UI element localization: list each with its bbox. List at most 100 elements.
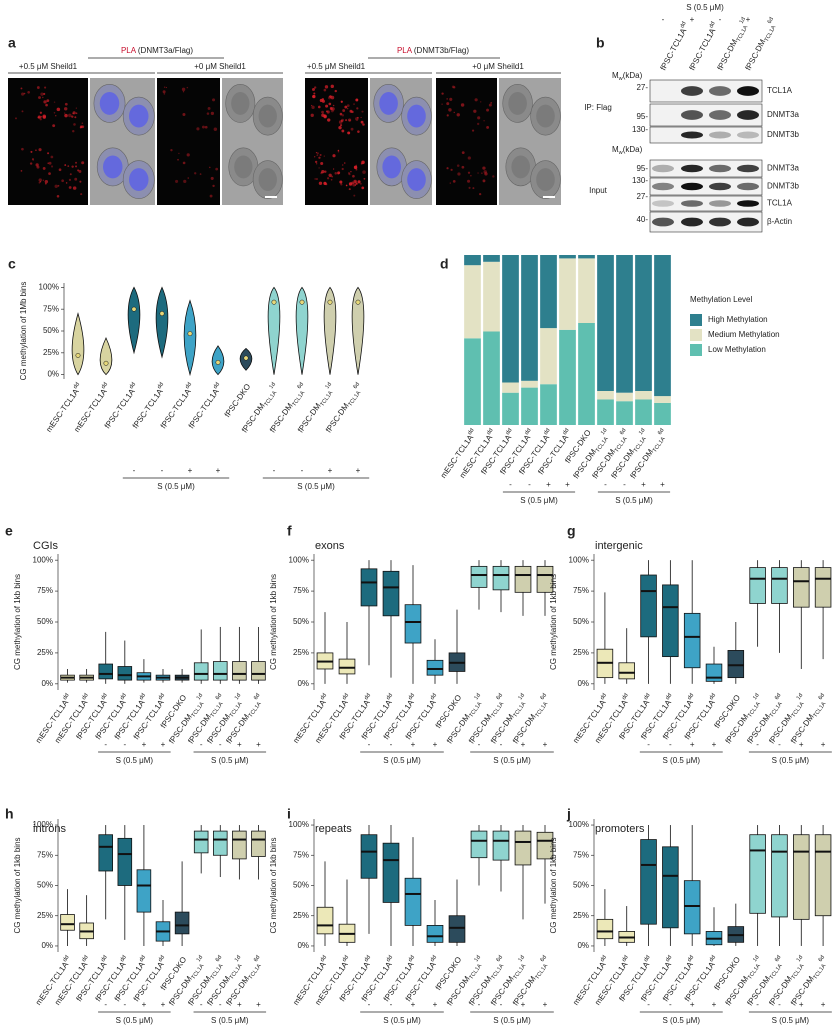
- y-tick-label: 0%: [297, 679, 309, 688]
- group-label: S (0.5 μM): [772, 1016, 810, 1025]
- pla-dot: [486, 125, 490, 129]
- x-tick-label-part: TCL1A: [535, 963, 550, 981]
- box: [251, 830, 266, 857]
- pla-dot: [215, 167, 219, 171]
- x-tick-label-part: dd: [62, 693, 70, 702]
- pla-dot: [330, 109, 334, 113]
- y-tick-label: 25%: [293, 648, 309, 657]
- x-tick-label-part: dd: [622, 693, 630, 702]
- band: [737, 86, 759, 96]
- x-tick-label-part: TCL1A: [469, 701, 484, 719]
- x-tick-label-part: dd: [408, 955, 416, 964]
- treatment-sign: +: [521, 740, 526, 749]
- band: [709, 131, 731, 139]
- x-tick-label-part: dd: [386, 693, 394, 702]
- treatment: S (0.5 μM): [686, 3, 724, 12]
- treatment-sign: -: [528, 480, 531, 489]
- pla-dot: [178, 152, 180, 155]
- box: [404, 877, 422, 926]
- blot-strip: [649, 103, 763, 127]
- violin: [267, 286, 281, 375]
- pla-dot: [73, 123, 76, 126]
- pla-dot: [199, 173, 202, 175]
- x-tick-label-part: 1d: [196, 955, 204, 964]
- x-tick-label-part: 1d: [518, 693, 526, 702]
- box: [212, 661, 228, 681]
- pla-dot: [355, 182, 358, 185]
- treatment-sign: +: [821, 1000, 826, 1009]
- pla-dot: [483, 120, 485, 122]
- x-tick-label-part: dd: [101, 382, 109, 391]
- lane-label-part: TCL1A: [736, 25, 750, 43]
- pla-dot: [360, 120, 364, 124]
- nucleus: [103, 155, 123, 179]
- pla-dot: [451, 85, 455, 89]
- box: [536, 831, 554, 860]
- nucleus: [536, 104, 555, 128]
- chart-title: CGIs: [33, 540, 59, 552]
- pla-dot: [347, 118, 352, 122]
- micrographs: [8, 78, 561, 205]
- pla-dot: [317, 105, 321, 109]
- group-label: S (0.5 μM): [211, 756, 249, 765]
- x-tick-label-part: dd: [430, 693, 438, 702]
- pla-dot: [467, 179, 471, 183]
- mw-marker: 27-: [636, 83, 648, 92]
- bar-segment: [597, 399, 614, 425]
- pla-dot: [80, 193, 83, 196]
- bar-segment: [635, 399, 652, 425]
- pla-dot: [182, 113, 186, 117]
- pla-dot: [323, 114, 327, 118]
- box: [404, 604, 422, 644]
- treatment-sign: -: [604, 480, 607, 489]
- pla-dot: [323, 181, 327, 185]
- pla-dot: [482, 166, 486, 170]
- treatment-sign: -: [161, 466, 164, 475]
- x-tick-label-part: dd: [120, 693, 128, 702]
- box: [117, 666, 133, 681]
- target: (DNMT3b/Flag): [414, 46, 469, 55]
- pla-dot: [357, 180, 361, 184]
- pla-dot: [351, 181, 354, 185]
- panel-label: i: [287, 806, 291, 822]
- box: [749, 567, 766, 604]
- stain-header: PLA (DNMT3a/Flag): [121, 46, 193, 55]
- band: [681, 131, 703, 139]
- box: [492, 565, 510, 591]
- box: [705, 663, 723, 682]
- pla-dot: [346, 104, 350, 108]
- condition: +0.5 μM Sheild1: [307, 62, 366, 71]
- pla-dot: [50, 165, 54, 168]
- treatment-sign: +: [799, 740, 804, 749]
- pla-dot: [323, 155, 325, 157]
- pla-dot: [334, 172, 338, 175]
- pla-dot: [461, 151, 465, 155]
- legend-swatch: [690, 329, 702, 341]
- bar-segment: [521, 255, 538, 381]
- y-tick-label: 50%: [37, 617, 53, 626]
- treatment-sign: +: [256, 1000, 261, 1009]
- treatment-sign: -: [669, 1000, 672, 1009]
- x-tick-label-part: 1d: [638, 428, 646, 437]
- pla-dot: [42, 96, 44, 99]
- x-tick-label-part: 6d: [215, 693, 223, 702]
- y-tick-label: 50%: [293, 881, 309, 890]
- x-tick-label-part: dd: [342, 955, 350, 964]
- lane-label: fPSC-TCL1Add: [658, 21, 691, 72]
- x-tick-label-part: dd: [364, 693, 372, 702]
- y-tick-label: 25%: [293, 911, 309, 920]
- box: [232, 830, 247, 860]
- group-label: S (0.5 μM): [211, 1016, 249, 1025]
- pla-dot: [468, 186, 471, 189]
- treatment-sign: -: [133, 466, 136, 475]
- pla-dot: [448, 108, 452, 112]
- pla-dot: [314, 178, 316, 180]
- bar-segment: [502, 382, 519, 393]
- median-dot: [75, 352, 81, 358]
- blot-group-label: Input: [589, 186, 608, 195]
- group-label: S (0.5 μM): [157, 482, 195, 491]
- y-tick-label: 75%: [293, 850, 309, 859]
- pla-dot: [324, 85, 329, 89]
- pla-dot: [325, 104, 329, 108]
- pla-dot: [68, 178, 72, 182]
